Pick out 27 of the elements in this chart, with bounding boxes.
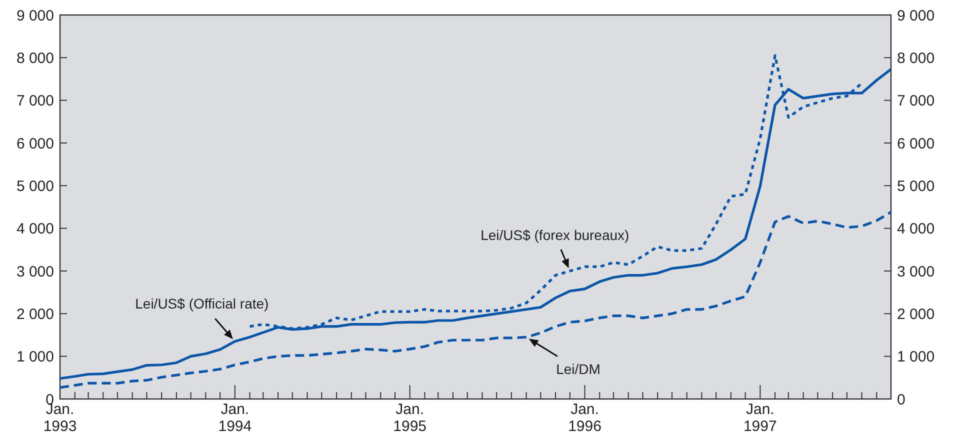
y2-tick-label: 4 000 xyxy=(897,220,935,238)
annotation: Lei/US$ (forex bureaux) xyxy=(480,226,630,243)
annotation: Lei/DM xyxy=(556,361,600,378)
x-tick-label: Jan. 1994 xyxy=(218,401,252,435)
y-tick-label: 7 000 xyxy=(16,92,54,110)
y-tick-label: 6 000 xyxy=(16,135,54,152)
y2-tick-label: 9 000 xyxy=(897,7,935,24)
y-tick-label: 2 000 xyxy=(16,306,54,323)
line-series xyxy=(58,210,892,389)
y-tick-label: 9 000 xyxy=(16,7,54,24)
y2-tick-label: 5 000 xyxy=(897,178,935,195)
y-tick-label: 3 000 xyxy=(16,263,54,280)
y2-tick-label: 8 000 xyxy=(897,50,935,67)
y-tick-label: 4 000 xyxy=(16,220,54,238)
x-tick-label: Jan. 1995 xyxy=(393,401,427,435)
annotation: Lei/US$ (Official rate) xyxy=(135,295,269,312)
x-tick-label: Jan. 1997 xyxy=(743,401,777,435)
y-tick-label: 1 000 xyxy=(16,348,54,366)
y2-tick-label: 7 000 xyxy=(897,92,935,110)
x-tick-label: Jan. 1996 xyxy=(568,401,602,435)
y-tick-label: 5 000 xyxy=(16,178,54,195)
y2-tick-label: 3 000 xyxy=(897,263,935,280)
y-tick-label: 8 000 xyxy=(16,50,54,67)
y2-tick-label: 0 xyxy=(897,391,906,408)
y2-tick-label: 2 000 xyxy=(897,306,935,323)
y2-tick-label: 6 000 xyxy=(897,135,935,152)
y2-tick-label: 1 000 xyxy=(897,348,935,366)
